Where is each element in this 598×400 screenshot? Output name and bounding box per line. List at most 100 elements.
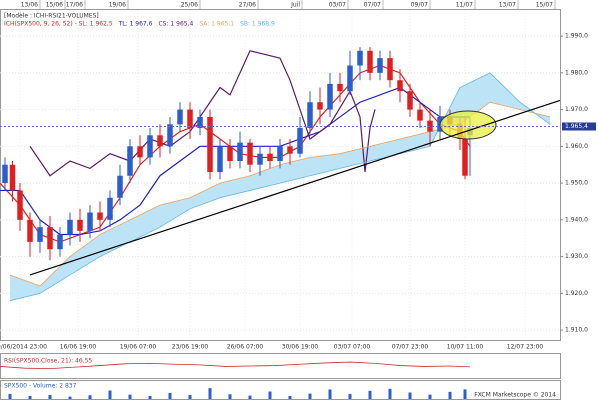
- x-tick-label: 30/06 19:00: [282, 344, 319, 351]
- volume-bar: [8, 393, 12, 399]
- rsi-label: RSI(SPX500,Close, 21): 46,55: [4, 358, 92, 365]
- volume-bar: [228, 394, 232, 399]
- top-x-tick-label: 15/06: [46, 2, 63, 9]
- current-price-box: [562, 122, 596, 131]
- volume-bar: [48, 394, 52, 399]
- current-price-label: 1.965,4: [565, 123, 588, 130]
- candle-body: [157, 135, 163, 147]
- volume-bar: [448, 391, 452, 399]
- highlight-ellipse: [439, 110, 497, 140]
- legend-entry: SB: 1 968,9: [240, 21, 275, 28]
- x-tick-label: 19/06 07:00: [120, 344, 157, 351]
- candle-body: [327, 83, 333, 110]
- top-x-tick-label: 11/07: [456, 2, 473, 9]
- candle-body: [357, 50, 363, 66]
- top-x-tick-label: 13/07: [499, 2, 516, 9]
- legend-entry: SA: 1 965,1: [199, 21, 234, 28]
- overlay: 1.990,0 1.980,0 1.970,0 1.960,0 1.950,0 1.940…: [0, 2, 596, 351]
- candle-body: [167, 124, 173, 147]
- candle-body: [2, 164, 8, 184]
- candle-body: [387, 58, 393, 81]
- candle-body: [17, 190, 23, 220]
- candle-body: [197, 116, 203, 128]
- candle-body: [317, 102, 323, 110]
- candle-body: [117, 175, 123, 198]
- ichimoku-cloud: [10, 72, 550, 301]
- candle-body: [417, 109, 423, 121]
- candle-body: [247, 142, 253, 165]
- y-tick-label: 1.930,0: [565, 253, 588, 260]
- top-x-tick-label: 09/07: [411, 2, 428, 9]
- legend-entry: ICH(SPX500, 9, 26, 52) - SL: 1 962,5: [4, 21, 113, 28]
- legend-entry: TL: 1 967,6: [118, 21, 153, 28]
- candle-body: [462, 138, 468, 176]
- x-tick-label: 10/06/2014 23:00: [0, 344, 47, 351]
- candle-body: [107, 197, 113, 220]
- trendline: [29, 99, 561, 276]
- volume-label: SPX500 - Volume: 2 837: [4, 383, 77, 390]
- x-tick-label: 10/07 11:00: [447, 344, 484, 351]
- candle-body: [277, 146, 283, 162]
- y-tick-label: 1.950,0: [565, 180, 588, 187]
- top-x-tick-label: 13/06: [21, 2, 38, 9]
- volume-bar: [463, 389, 467, 399]
- candle-body: [257, 153, 263, 165]
- candle-body: [267, 153, 273, 162]
- series-line: [29, 50, 376, 177]
- candle-body: [397, 80, 403, 92]
- candle-body: [377, 58, 383, 73]
- candle-body: [67, 219, 73, 235]
- volume-bar: [88, 395, 92, 399]
- volume-bar: [288, 395, 292, 399]
- candle-body: [367, 50, 373, 73]
- series-line: [9, 72, 551, 302]
- volume-bar: [428, 394, 432, 399]
- candle-body: [147, 135, 153, 158]
- candle-body: [307, 102, 313, 128]
- volume-bar: [268, 391, 272, 399]
- volume-bar: [68, 396, 72, 399]
- volume-bar: [308, 393, 312, 399]
- top-x-tick-label: 17/06: [66, 2, 83, 9]
- candle-body: [47, 227, 53, 250]
- candle-body: [287, 146, 293, 154]
- volume-bar: [248, 395, 252, 399]
- candle-body: [187, 109, 193, 128]
- candle-body: [297, 127, 303, 154]
- rsi-line: [0, 361, 471, 370]
- legend-entry: CS: 1 965,4: [158, 21, 193, 28]
- x-tick-label: 16/06 19:00: [60, 344, 97, 351]
- volume-bar: [128, 394, 132, 399]
- volume-bar: [168, 392, 172, 399]
- y-tick-label: 1.920,0: [565, 290, 588, 297]
- candle-body: [227, 146, 233, 162]
- top-x-tick-label: Juil: [290, 2, 300, 9]
- x-tick-label: 26/06 07:00: [227, 344, 264, 351]
- candle-body: [97, 212, 103, 220]
- y-tick-label: 1.910,0: [565, 327, 588, 334]
- volume-bar: [368, 390, 372, 399]
- volume-bar: [208, 388, 212, 399]
- candle-body: [407, 91, 413, 110]
- y-tick-label: 1.970,0: [565, 106, 588, 113]
- candle-body: [207, 116, 213, 173]
- candle-body: [137, 146, 143, 158]
- candle-body: [57, 234, 63, 250]
- top-x-tick-label: 19/06: [109, 2, 126, 9]
- candle-body: [37, 227, 43, 242]
- candle-body: [27, 219, 33, 242]
- top-x-tick-label: 27/06: [239, 2, 256, 9]
- top-x-tick-label: 07/07: [364, 2, 381, 9]
- volume-bar: [408, 392, 412, 399]
- volume-bar: [188, 394, 192, 399]
- x-tick-label: 23/06 19:00: [172, 344, 209, 351]
- candle-body: [347, 65, 353, 92]
- candle-body: [127, 146, 133, 176]
- footer: FXCM Marketscope © 2014: [474, 392, 556, 399]
- volume-bar: [388, 388, 392, 399]
- x-tick-label: 12/07 23:00: [507, 344, 544, 351]
- candle-body: [87, 212, 93, 231]
- y-tick-label: 1.940,0: [565, 216, 588, 223]
- y-tick-label: 1.960,0: [565, 143, 588, 150]
